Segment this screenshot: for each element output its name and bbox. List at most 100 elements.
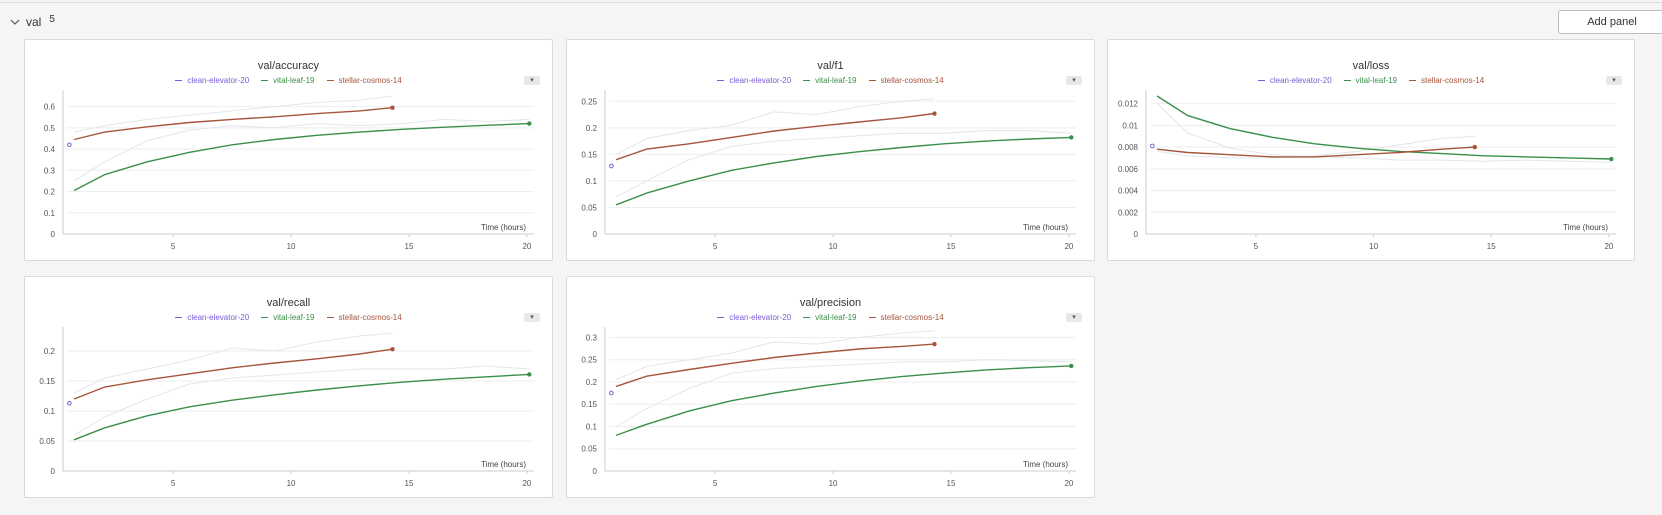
- series-end-point-vital-leaf-19: [1609, 156, 1614, 162]
- chart-panel-accuracy[interactable]: 0 0.1 0.2 0.3 0.4 0.5 0.6 5 10 15 20 Time (hours) va…: [24, 39, 553, 261]
- y-tick-label: 0.1: [586, 422, 598, 431]
- y-tick-label: 0.2: [44, 188, 56, 197]
- chart-svg: 0 0.05 0.1 0.15 0.2 5 10 15 20 Time (hours): [39, 327, 534, 488]
- legend-swatch: [175, 316, 183, 319]
- legend-label: vital-leaf-19: [1355, 76, 1398, 85]
- legend-item-stellar-cosmos-14[interactable]: stellar-cosmos-14: [868, 313, 944, 322]
- x-tick-label: 15: [405, 242, 414, 251]
- legend-item-vital-leaf-19[interactable]: vital-leaf-19: [261, 313, 315, 322]
- series-line-stellar-cosmos-14: [73, 348, 393, 400]
- x-tick-label: 10: [1369, 242, 1378, 251]
- series-end-point-stellar-cosmos-14: [932, 341, 937, 347]
- series-line-stellar-cosmos-14: [73, 107, 393, 141]
- legend-item-clean-elevator-20[interactable]: clean-elevator-20: [717, 313, 791, 322]
- legend-swatch: [261, 79, 269, 82]
- legend-item-clean-elevator-20[interactable]: clean-elevator-20: [175, 76, 249, 85]
- series-end-point-stellar-cosmos-14: [932, 111, 937, 116]
- series-line-vital-leaf-19: [615, 136, 1072, 206]
- y-tick-label: 0.15: [39, 377, 55, 386]
- panel-menu-icon[interactable]: ▾: [1066, 313, 1082, 322]
- y-tick-label: 0.004: [1118, 187, 1139, 196]
- legend-label: stellar-cosmos-14: [1421, 76, 1485, 85]
- x-tick-label: 10: [287, 242, 296, 251]
- raw-series-line: [615, 330, 935, 381]
- y-tick-label: 0.002: [1118, 208, 1139, 217]
- series-end-point-stellar-cosmos-14: [390, 347, 395, 352]
- series-end-point-vital-leaf-19: [527, 372, 532, 377]
- section-header[interactable]: val 5: [8, 12, 55, 32]
- x-tick-label: 20: [1064, 479, 1073, 488]
- legend-label: stellar-cosmos-14: [880, 76, 944, 85]
- legend-item-vital-leaf-19[interactable]: vital-leaf-19: [803, 76, 857, 85]
- legend-swatch: [326, 79, 334, 82]
- legend-swatch: [1257, 79, 1265, 82]
- x-tick-label: 20: [1064, 242, 1073, 251]
- x-tick-label: 20: [1604, 242, 1613, 251]
- legend-swatch: [1343, 79, 1351, 82]
- y-tick-label: 0.15: [581, 150, 597, 159]
- y-tick-label: 0.012: [1118, 100, 1139, 109]
- chart-panel-recall[interactable]: 0 0.05 0.1 0.15 0.2 5 10 15 20 Time (hours) val/re…: [24, 276, 553, 498]
- legend-label: vital-leaf-19: [815, 313, 857, 322]
- chart-svg: 0 0.1 0.2 0.3 0.4 0.5 0.6 5 10 15 20 Time (hours): [44, 90, 534, 251]
- raw-series-line: [73, 118, 530, 182]
- legend-item-vital-leaf-19[interactable]: vital-leaf-19: [261, 76, 315, 85]
- chart-legend: clean-elevator-20 vital-leaf-19 stellar-co…: [1108, 76, 1634, 85]
- legend-item-clean-elevator-20[interactable]: clean-elevator-20: [717, 76, 791, 85]
- y-tick-label: 0.006: [1118, 165, 1139, 174]
- legend-label: clean-elevator-20: [187, 313, 250, 322]
- section-panel-count: 5: [49, 13, 55, 25]
- y-tick-label: 0: [51, 230, 56, 239]
- legend-swatch: [261, 316, 269, 319]
- raw-series-line: [73, 95, 393, 133]
- legend-label: stellar-cosmos-14: [880, 313, 944, 322]
- x-tick-label: 5: [171, 242, 176, 251]
- y-tick-label: 0.1: [586, 177, 598, 186]
- chart-svg: 0 0.002 0.004 0.006 0.008 0.01 0.012 5 10 15 20 Tim…: [1118, 90, 1616, 251]
- chart-title: val/accuracy: [257, 60, 320, 72]
- legend-item-stellar-cosmos-14[interactable]: stellar-cosmos-14: [868, 76, 944, 85]
- legend-item-stellar-cosmos-14[interactable]: stellar-cosmos-14: [326, 76, 402, 85]
- y-tick-label: 0.25: [581, 356, 597, 365]
- x-axis-label: Time (hours): [481, 460, 526, 469]
- x-tick-label: 15: [947, 479, 956, 488]
- x-axis-label: Time (hours): [1023, 460, 1068, 469]
- add-panel-button[interactable]: Add panel: [1558, 10, 1662, 34]
- x-tick-label: 20: [522, 479, 531, 488]
- chevron-down-icon[interactable]: [8, 15, 22, 29]
- legend-item-clean-elevator-20[interactable]: clean-elevator-20: [175, 313, 249, 322]
- panel-menu-icon[interactable]: ▾: [524, 76, 540, 85]
- legend-item-clean-elevator-20[interactable]: clean-elevator-20: [1257, 76, 1332, 85]
- y-tick-label: 0.5: [44, 124, 56, 133]
- panel-menu-icon[interactable]: ▾: [1606, 76, 1622, 85]
- legend-label: stellar-cosmos-14: [338, 313, 402, 322]
- legend-item-vital-leaf-19[interactable]: vital-leaf-19: [1343, 76, 1398, 85]
- legend-item-stellar-cosmos-14[interactable]: stellar-cosmos-14: [326, 313, 402, 322]
- section-title: val: [26, 15, 42, 29]
- legend-swatch: [803, 79, 811, 82]
- chart-panel-f1[interactable]: 0 0.05 0.1 0.15 0.2 0.25 5 10 15 20 Time (hours) va…: [566, 39, 1095, 261]
- series-line-stellar-cosmos-14: [1157, 146, 1475, 158]
- series-end-point-stellar-cosmos-14: [1472, 144, 1477, 150]
- chart-panel-loss[interactable]: 0 0.002 0.004 0.006 0.008 0.01 0.012 5 10 15 20 Tim…: [1107, 39, 1635, 261]
- legend-label: vital-leaf-19: [273, 76, 315, 85]
- y-tick-label: 0.05: [581, 203, 597, 212]
- x-tick-label: 20: [522, 242, 531, 251]
- raw-series-line: [615, 98, 935, 155]
- chart-title: val/f1: [817, 60, 844, 72]
- x-axis-label: Time (hours): [481, 223, 526, 232]
- legend-item-stellar-cosmos-14[interactable]: stellar-cosmos-14: [1409, 76, 1484, 85]
- series-point-clean-elevator-20: [1150, 143, 1155, 149]
- series-line-stellar-cosmos-14: [615, 343, 935, 388]
- y-tick-label: 0.6: [44, 103, 56, 112]
- y-tick-label: 0.2: [586, 378, 598, 387]
- legend-swatch: [717, 316, 725, 319]
- x-tick-label: 5: [171, 479, 176, 488]
- legend-item-vital-leaf-19[interactable]: vital-leaf-19: [803, 313, 857, 322]
- chart-panel-precision[interactable]: 0 0.05 0.1 0.15 0.2 0.25 0.3 5 10 15 20 Time (hours…: [566, 276, 1095, 498]
- chart-title: val/loss: [1352, 60, 1390, 72]
- y-tick-label: 0.008: [1118, 143, 1139, 152]
- panel-menu-icon[interactable]: ▾: [1066, 76, 1082, 85]
- chart-legend: clean-elevator-20 vital-leaf-19 stellar-co…: [567, 313, 1094, 322]
- panel-menu-icon[interactable]: ▾: [524, 313, 540, 322]
